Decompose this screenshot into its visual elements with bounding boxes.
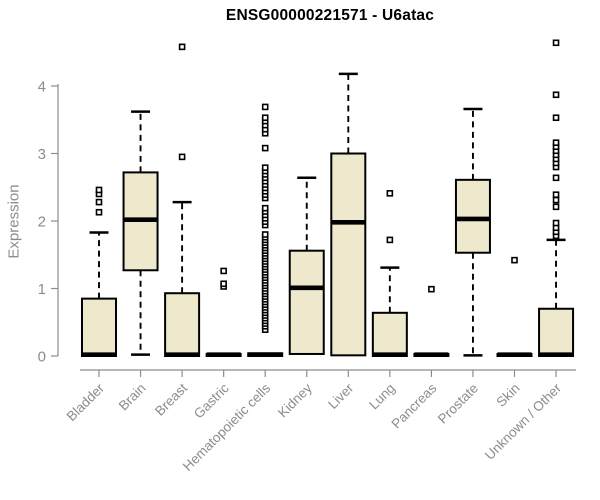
outlier-point-pancreas	[428, 285, 435, 293]
outlier-point-hematopoietic-cells	[261, 144, 269, 152]
box-kidney	[288, 249, 325, 355]
y-tick-label: 3	[38, 146, 46, 163]
outlier-point-breast	[178, 43, 186, 51]
outlier-point-unknown---other	[552, 39, 560, 47]
x-tick-label-liver: Liver	[325, 380, 357, 412]
outlier-point-hematopoietic-cells	[261, 114, 269, 122]
outlier-point-gastric	[220, 267, 227, 275]
chart-title: ENSG00000221571 - U6atac	[225, 7, 435, 24]
y-tick-label: 4	[38, 79, 46, 96]
outlier-point-hematopoietic-cells	[261, 204, 269, 212]
outlier-point-skin	[511, 256, 518, 264]
box-breast	[164, 292, 201, 358]
x-tick-label-brain: Brain	[116, 381, 149, 414]
outlier-point-gastric	[220, 280, 227, 288]
box-bladder	[81, 297, 117, 357]
box-lung	[371, 311, 408, 357]
outlier-point-hematopoietic-cells	[261, 103, 269, 111]
outlier-point-lung	[386, 236, 394, 244]
y-tick-label: 2	[38, 214, 46, 231]
outlier-point-bladder	[95, 198, 103, 206]
x-tick-label-gastric: Gastric	[191, 380, 232, 421]
box-prostate	[454, 178, 491, 254]
x-tick-label-lung: Lung	[366, 381, 398, 413]
outlier-point-unknown---other	[552, 174, 560, 182]
box-liver	[330, 152, 367, 357]
x-tick-label-pancreas: Pancreas	[389, 380, 440, 431]
outlier-point-unknown---other	[552, 191, 560, 198]
y-tick-label: 1	[38, 281, 46, 298]
x-tick-label-unknown---other: Unknown / Other	[482, 380, 565, 463]
outlier-point-unknown---other	[552, 114, 560, 122]
x-tick-label-bladder: Bladder	[64, 380, 108, 424]
outlier-point-unknown---other	[552, 91, 560, 99]
outlier-point-unknown---other	[552, 139, 560, 146]
y-tick-label: 0	[38, 349, 46, 366]
outlier-point-unknown---other	[552, 203, 560, 211]
outlier-point-lung	[386, 190, 394, 197]
x-tick-label-skin: Skin	[493, 381, 522, 410]
outlier-point-unknown---other	[552, 196, 560, 204]
outlier-point-hematopoietic-cells	[261, 164, 269, 171]
outlier-point-unknown---other	[552, 219, 560, 227]
outlier-point-breast	[178, 153, 186, 161]
x-tick-label-breast: Breast	[152, 380, 190, 418]
x-tick-label-prostate: Prostate	[435, 381, 481, 427]
x-tick-label-kidney: Kidney	[275, 380, 315, 420]
outlier-point-hematopoietic-cells	[261, 231, 269, 238]
outlier-point-bladder	[95, 208, 103, 216]
box-unknown---other	[538, 307, 575, 357]
outlier-point-bladder	[95, 186, 103, 194]
